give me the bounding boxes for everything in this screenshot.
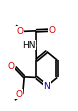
- Text: O: O: [15, 90, 22, 99]
- Text: N: N: [43, 81, 50, 91]
- Text: O: O: [8, 62, 15, 71]
- Text: O: O: [49, 26, 56, 35]
- Text: O: O: [16, 27, 23, 36]
- Text: HN: HN: [22, 41, 36, 50]
